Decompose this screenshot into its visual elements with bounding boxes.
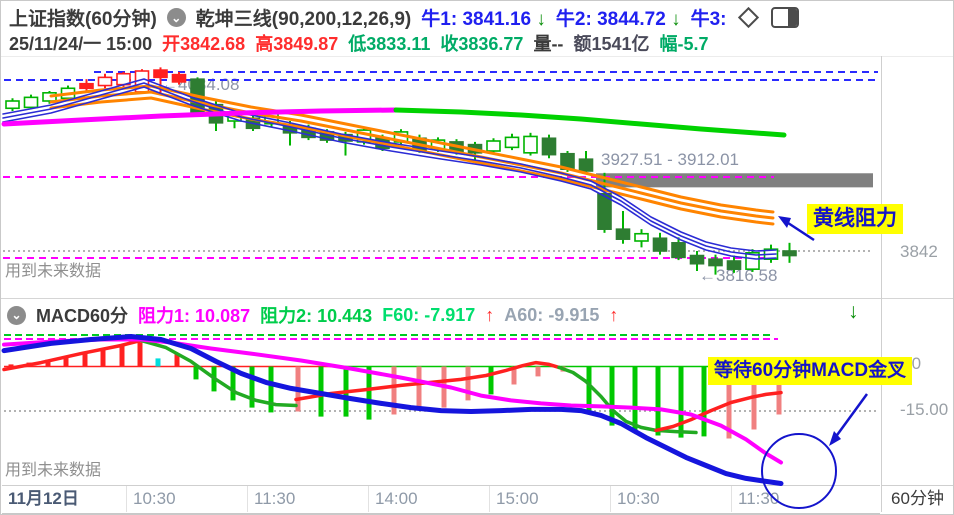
time-axis-label: 11:30 <box>247 486 368 512</box>
bull1-down-arrow-icon: ↓ <box>536 9 546 30</box>
macd-down-arrow-icon: ↓ <box>848 300 859 323</box>
high-value: 高3849.87 <box>255 34 339 54</box>
future-data-watermark-main: 用到未来数据 <box>5 263 102 280</box>
volume-value: 量-- <box>533 34 564 54</box>
f60-up-arrow-icon: ↑ <box>485 304 495 325</box>
time-axis-label: 15:00 <box>489 486 610 512</box>
macd-title: MACD60分 <box>36 306 129 326</box>
macd-header: ⌄ MACD60分 阻力1: 10.087 阻力2: 10.443 F60: -… <box>7 302 618 328</box>
bull1-value: 3841.16 <box>462 9 532 30</box>
time-axis: 11月12日 10:30 11:30 14:00 15:00 10:30 11:30 <box>2 485 880 514</box>
future-data-watermark-macd: 用到未来数据 <box>5 462 102 479</box>
ohlc-readout: 25/11/24/一 15:00 开3842.68 高3849.87 低3833… <box>9 30 709 56</box>
low-value: 低3833.11 <box>348 34 431 54</box>
time-axis-label: 10:30 <box>610 486 731 512</box>
bull1: 牛1: 3841.16 ↓ <box>421 4 546 31</box>
macd-r1: 阻力1: 10.087 <box>138 306 251 326</box>
bull2-label: 牛2: <box>555 9 592 30</box>
index-title: 上证指数(60分钟) <box>9 9 157 30</box>
bull2-down-arrow-icon: ↓ <box>671 9 681 30</box>
time-axis-label: 11:30 <box>731 486 852 512</box>
datetime: 25/11/24/一 15:00 <box>9 34 153 54</box>
peak-price-label: ←4034.08 <box>161 75 240 94</box>
header-row-1: 上证指数(60分钟) ⌄ 乾坤三线(90,200,12,26,9) 牛1: 38… <box>9 4 800 31</box>
a60-up-arrow-icon: ↑ <box>609 304 619 325</box>
panel-divider <box>1 298 953 299</box>
time-axis-label: 11月12日 <box>8 489 79 508</box>
close-value: 收3836.77 <box>440 34 524 54</box>
amount-value: 额1541亿 <box>573 34 650 54</box>
yellow-line-resistance-annotation: 黄线阻力 <box>807 204 903 235</box>
range-value: 幅-5.7 <box>659 34 709 54</box>
collapse-chevron-icon[interactable]: ⌄ <box>166 8 186 27</box>
time-axis-label: 14:00 <box>368 486 489 512</box>
bull3-label: 牛3: <box>690 9 727 30</box>
macd-minus15-label: -15.00 <box>900 400 949 419</box>
bull2: 牛2: 3844.72 ↓ <box>556 4 681 31</box>
macd-f60: F60: -7.917 <box>382 304 476 325</box>
diamond-icon[interactable] <box>738 6 760 29</box>
indicator-name: 乾坤三线(90,200,12,26,9) <box>195 9 412 30</box>
split-panel-icon[interactable] <box>771 7 800 28</box>
macd-a60: A60: -9.915 <box>504 304 600 325</box>
bull2-value: 3844.72 <box>597 9 666 30</box>
time-axis-label: 10:30 <box>126 486 247 512</box>
open-value: 开3842.68 <box>162 34 246 54</box>
macd-collapse-chevron-icon[interactable]: ⌄ <box>7 305 26 325</box>
period-cell[interactable]: 60分钟 <box>881 485 953 513</box>
macd-golden-cross-annotation: 等待60分钟MACD金叉 <box>708 357 913 385</box>
macd-r2: 阻力2: 10.443 <box>260 306 373 326</box>
resistance-range-label: 3927.51 - 3912.01 <box>601 150 740 169</box>
header-divider <box>1 56 953 57</box>
low-price-label: ←3816.58 <box>699 266 778 285</box>
right-axis-border <box>881 56 882 512</box>
price-axis-3842: 3842 <box>900 242 938 261</box>
bull1-label: 牛1: <box>421 9 458 30</box>
